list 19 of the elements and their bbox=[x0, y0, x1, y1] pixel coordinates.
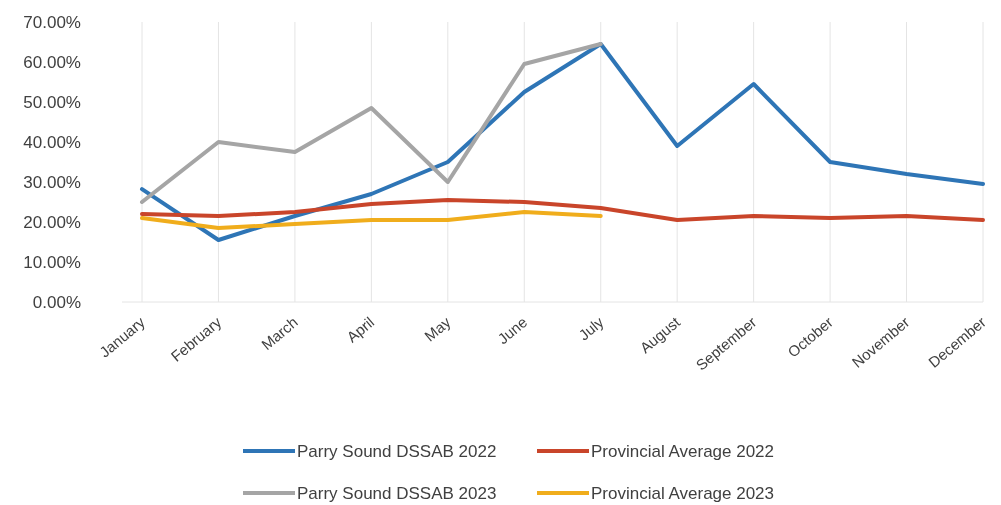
y-tick-label: 60.00% bbox=[23, 52, 81, 72]
line-series bbox=[140, 198, 985, 222]
y-tick-label: 0.00% bbox=[32, 292, 81, 312]
y-tick-label: 20.00% bbox=[23, 212, 81, 232]
line-series bbox=[140, 42, 985, 242]
legend-label: Provincial Average 2022 bbox=[591, 441, 775, 461]
y-tick-label: 30.00% bbox=[23, 172, 81, 192]
x-tick-label: May bbox=[421, 312, 455, 345]
y-tick-label: 50.00% bbox=[23, 92, 81, 112]
line-series bbox=[140, 210, 603, 230]
legend-label: Parry Sound DSSAB 2022 bbox=[297, 441, 497, 461]
y-tick-label: 70.00% bbox=[23, 12, 81, 32]
y-tick-label: 10.00% bbox=[23, 252, 81, 272]
legend-label: Provincial Average 2023 bbox=[591, 483, 775, 503]
y-tick-label: 40.00% bbox=[23, 132, 81, 152]
x-tick-label: July bbox=[575, 312, 608, 344]
x-tick-label: June bbox=[494, 313, 531, 348]
line-series bbox=[140, 42, 603, 204]
legend-label: Parry Sound DSSAB 2023 bbox=[297, 483, 497, 503]
